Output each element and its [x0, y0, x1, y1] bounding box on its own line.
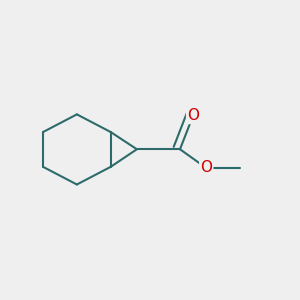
Text: O: O — [200, 160, 212, 175]
Text: O: O — [187, 108, 199, 123]
